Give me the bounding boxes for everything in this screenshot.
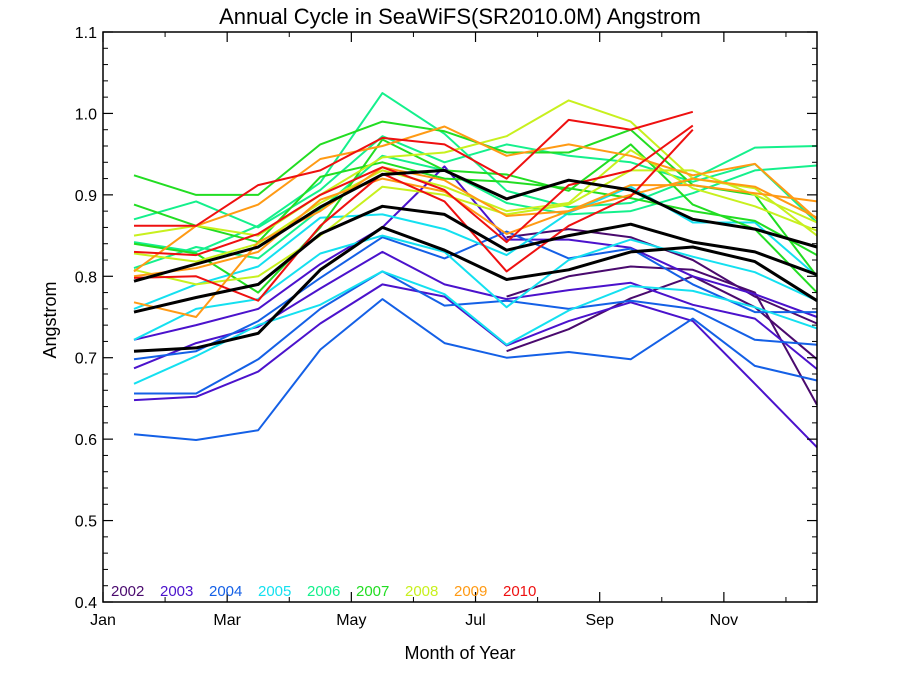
legend-item-2003: 2003 <box>160 583 193 600</box>
legend-item-2010: 2010 <box>503 583 536 600</box>
series-line-9 <box>133 230 817 361</box>
series-line-12 <box>133 185 818 310</box>
legend-item-2002: 2002 <box>111 583 144 600</box>
series-line-27 <box>133 129 694 302</box>
series-line-6 <box>133 165 818 341</box>
legend-item-2006: 2006 <box>307 583 340 600</box>
y-tick-label: 1.0 <box>75 106 97 123</box>
y-tick-label: 0.9 <box>75 188 97 205</box>
x-axis-label: Month of Year <box>404 643 515 663</box>
series-line-11 <box>133 234 818 341</box>
y-tick-label: 0.6 <box>75 432 97 449</box>
series-line-30 <box>133 225 818 353</box>
series-line-24 <box>133 177 818 278</box>
series-line-7 <box>133 298 818 441</box>
series-line-22 <box>133 125 818 273</box>
series-line-10 <box>133 270 818 385</box>
series-line-1 <box>506 275 818 361</box>
x-tick-label: Nov <box>710 612 738 629</box>
series-line-28 <box>133 168 818 283</box>
series-line-14 <box>133 154 818 270</box>
series-line-17 <box>133 161 818 256</box>
series-line-29 <box>133 204 818 314</box>
axes: 0.4 0.5 0.6 0.7 0.8 0.9 1.0 1.1 Jan Mar May Jul Sep N… <box>75 25 818 629</box>
series-lines <box>133 92 818 448</box>
legend-item-2007: 2007 <box>356 583 389 600</box>
series-line-4 <box>133 283 818 448</box>
legend: 2002 2003 2004 2005 2006 2007 2008 2009 2010 <box>111 583 536 600</box>
x-tick-label: Jan <box>90 612 116 629</box>
y-tick-label: 0.5 <box>75 514 97 531</box>
x-tick-label: Mar <box>213 612 241 629</box>
x-tick-label: Jul <box>465 612 485 629</box>
legend-item-2004: 2004 <box>209 583 242 600</box>
y-axis-label: Angstrom <box>40 281 60 358</box>
series-line-21 <box>133 169 818 286</box>
y-tick-label: 1.1 <box>75 25 97 42</box>
series-line-3 <box>506 228 818 325</box>
y-tick-label: 0.8 <box>75 269 97 286</box>
series-line-15 <box>133 135 818 229</box>
legend-item-2005: 2005 <box>258 583 291 600</box>
series-line-25 <box>134 110 694 227</box>
series-line-8 <box>134 270 818 395</box>
plot-frame <box>102 31 818 603</box>
y-tick-label: 0.7 <box>75 351 97 368</box>
x-tick-label: May <box>336 612 366 629</box>
chart-title: Annual Cycle in SeaWiFS(SR2010.0M) Angst… <box>219 4 701 29</box>
legend-item-2008: 2008 <box>405 583 438 600</box>
x-tick-label: Sep <box>585 612 614 629</box>
y-tick-label: 0.4 <box>75 595 97 612</box>
legend-item-2009: 2009 <box>454 583 487 600</box>
series-line-26 <box>133 124 694 257</box>
